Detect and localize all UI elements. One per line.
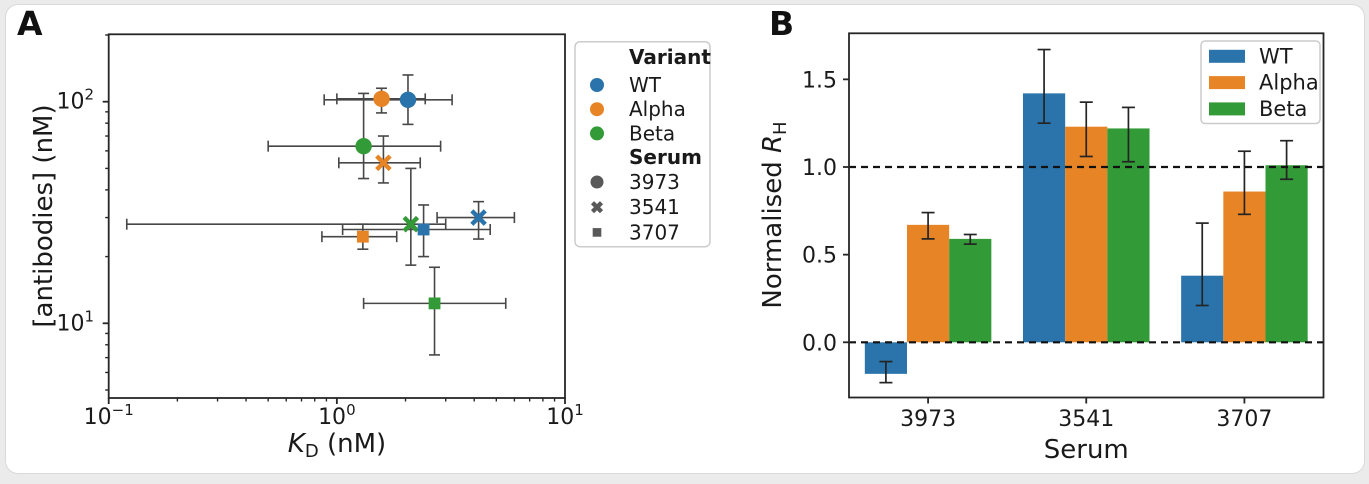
a-legend-variant-label: WT <box>629 73 662 97</box>
scatter-point-Beta-3541 <box>402 215 420 233</box>
a-errorbar-Beta-3541 <box>125 167 447 266</box>
scatter-point-WT-3973 <box>399 91 417 108</box>
scatter-point-Alpha-3973 <box>373 90 390 108</box>
a-errorbar-Beta-3973 <box>267 92 442 180</box>
scatter-point-Alpha-3707 <box>356 230 369 243</box>
panel-a-label: A <box>17 4 43 43</box>
b-y-tick-label: 0.0 <box>802 331 837 356</box>
beta-swatch-icon <box>1209 102 1245 116</box>
bar-Beta-3707 <box>1265 165 1308 343</box>
a-legend-serum-label: 3707 <box>629 220 680 244</box>
b-y-tick-label: 1.0 <box>802 156 837 181</box>
alpha-swatch-icon <box>1209 76 1245 90</box>
b-errorbar-Beta-3541 <box>1121 106 1135 163</box>
scatter-point-WT-3541 <box>470 209 487 226</box>
b-errorbar-Alpha-3707 <box>1237 150 1251 216</box>
a-x-tick-label: 10−1 <box>84 401 134 430</box>
a-x-axis-label: KD (nM) <box>288 429 386 462</box>
b-x-axis-label: Serum <box>1044 435 1129 465</box>
bar-Beta-3541 <box>1107 128 1150 343</box>
b-errorbar-Beta-3707 <box>1280 139 1294 181</box>
b-errorbar-Beta-3973 <box>963 233 977 245</box>
wt-marker-icon <box>590 78 604 92</box>
bar-Alpha-3541 <box>1065 126 1108 343</box>
b-y-tick-label: 1.5 <box>802 68 837 93</box>
panel-a-scatter-plot: 10−1 100 101 101 102 KD (nM) [antibodies] (nM) <box>29 33 584 462</box>
a-y-tick-label: 101 <box>56 307 94 336</box>
b-errorbar-WT-3973 <box>879 360 893 384</box>
panel-b-label: B <box>769 4 795 43</box>
bar-Beta-3973 <box>949 238 992 343</box>
scatter-point-Beta-3973 <box>355 137 372 155</box>
a-errorbar-Alpha-3541 <box>338 135 422 184</box>
b-bars <box>864 48 1308 384</box>
b-errorbar-WT-3707 <box>1195 222 1209 307</box>
a-legend-variant-label: Beta <box>629 121 675 145</box>
bar-Alpha-3707 <box>1223 191 1266 343</box>
a-legend-variant-label: Alpha <box>629 97 686 121</box>
wt-swatch-icon <box>1209 49 1245 63</box>
a-error-bars <box>125 74 516 356</box>
alpha-marker-icon <box>590 102 604 117</box>
scatter-point-WT-3707 <box>417 223 430 236</box>
scatter-point-Alpha-3541 <box>375 154 392 172</box>
b-errorbar-Alpha-3541 <box>1079 101 1093 158</box>
b-x-tick-label: 3541 <box>1058 407 1114 432</box>
a-scatter-points <box>355 90 487 310</box>
scatter-point-Beta-3707 <box>428 297 441 310</box>
b-x-tick-label: 3707 <box>1216 407 1272 432</box>
a-x-tick-label: 101 <box>546 401 584 430</box>
bar-WT-3541 <box>1022 93 1066 343</box>
b-legend-label: Alpha <box>1259 71 1319 95</box>
a-y-axis-label: [antibodies] (nM) <box>29 104 59 327</box>
a-legend-variant-title: Variant <box>629 45 711 69</box>
a-errorbar-Beta-3707 <box>362 266 507 356</box>
b-errorbar-Alpha-3973 <box>921 211 935 240</box>
b-y-axis-label: Normalised RH <box>758 121 791 308</box>
b-y-tick-label: 0.5 <box>802 244 837 269</box>
beta-marker-icon <box>590 126 604 141</box>
b-legend-label: Beta <box>1259 97 1307 121</box>
b-legend-label: WT <box>1259 44 1293 68</box>
panel-b-bar-chart: 0.0 0.5 1.0 1.5 3973 3541 3707 Serum Normalised … <box>758 32 1325 465</box>
b-x-tick-label: 3973 <box>900 407 956 432</box>
bar-Alpha-3973 <box>906 224 950 343</box>
b-errorbar-WT-3541 <box>1037 48 1051 125</box>
a-y-tick-label: 102 <box>56 86 94 115</box>
a-legend-serum-title: Serum <box>629 145 702 169</box>
a-legend-serum-label: 3541 <box>629 195 680 219</box>
a-legend-serum-label: 3973 <box>629 170 680 194</box>
a-x-tick-label: 100 <box>318 401 356 430</box>
